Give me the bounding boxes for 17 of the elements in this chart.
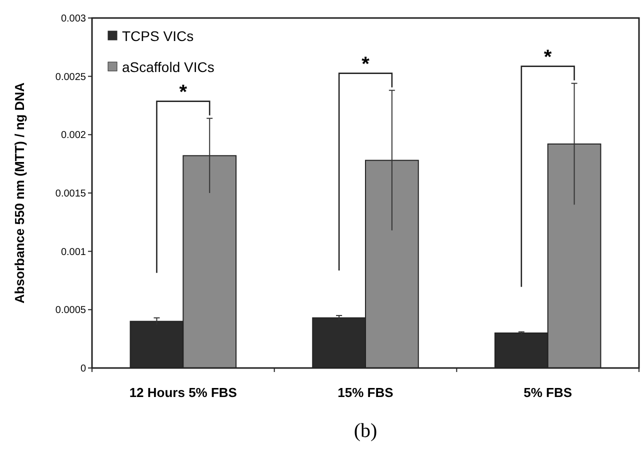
annotation: * <box>544 46 552 68</box>
y-axis-title: Absorbance 550 nm (MTT) / ng DNA <box>12 82 27 304</box>
y-tick-label: 0.0025 <box>55 72 86 83</box>
x-tick-label: 12 Hours 5% FBS <box>129 385 238 400</box>
y-tick-label: 0.001 <box>60 246 86 258</box>
y-tick-label: 0 <box>80 364 86 374</box>
y-tick-label: 0.002 <box>60 130 86 142</box>
annotation: * <box>362 53 370 76</box>
legend-label: TCPS VICs <box>122 28 194 44</box>
y-tick-label: 0.0015 <box>55 188 86 200</box>
legend-label: aScaffold VICs <box>122 58 214 75</box>
text: (b) <box>354 420 378 442</box>
y-tick-label: 0.0005 <box>55 305 86 316</box>
x-tick-label: 15% FBS <box>338 385 394 400</box>
y-tick-label: 0.003 <box>60 14 86 24</box>
annotation: * <box>179 81 188 104</box>
x-tick-label: 5% FBS <box>524 385 572 400</box>
